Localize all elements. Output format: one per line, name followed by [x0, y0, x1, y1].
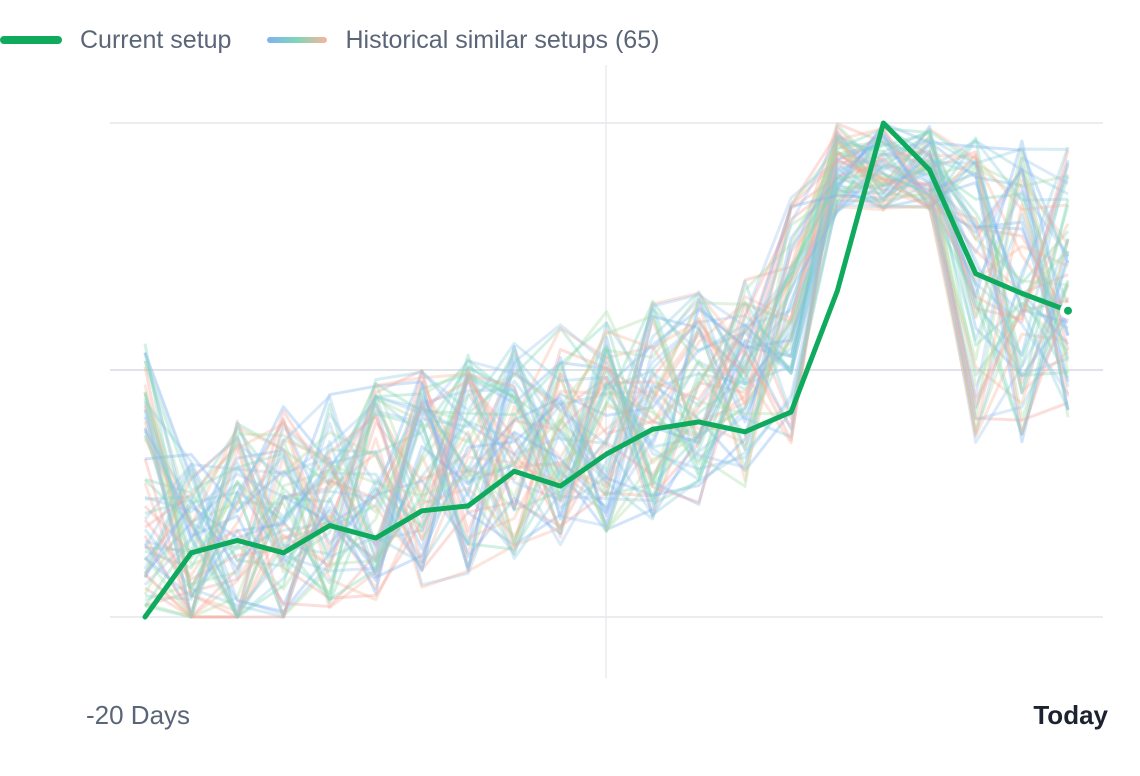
legend-swatch-current	[0, 36, 62, 44]
historical-series-line	[144, 129, 1070, 529]
historical-series-line	[143, 127, 1069, 604]
historical-series-line	[143, 135, 1070, 587]
historical-series-line	[143, 136, 1070, 619]
historical-series-line	[143, 135, 1070, 565]
historical-series-line	[143, 135, 1069, 619]
historical-series-line	[143, 139, 1070, 583]
historical-series-line	[143, 165, 1070, 559]
historical-series-line	[144, 140, 1070, 577]
historical-series-line	[143, 146, 1070, 547]
historical-series-line	[143, 127, 1070, 613]
historical-series-line	[143, 161, 1069, 600]
historical-series-line	[143, 162, 1070, 619]
historical-series-line	[143, 152, 1070, 616]
historical-series-line	[144, 157, 1070, 619]
current-series-line	[142, 120, 1071, 620]
historical-series-line	[143, 202, 1070, 612]
historical-series-line	[143, 181, 1070, 613]
historical-series-line	[143, 131, 1069, 581]
historical-series-line	[144, 164, 1070, 599]
historical-series-line	[143, 121, 1070, 613]
historical-series-line	[144, 157, 1069, 619]
historical-series-line	[143, 122, 1070, 619]
historical-series-line	[143, 140, 1069, 619]
current-endpoint-dot	[1064, 306, 1072, 315]
historical-series-line	[144, 129, 1070, 619]
historical-series-line	[143, 163, 1070, 619]
historical-series-line	[144, 159, 1070, 572]
historical-series-line	[143, 161, 1070, 619]
chart-legend: Current setup Historical similar setups …	[0, 22, 695, 58]
historical-series-line	[143, 138, 1070, 573]
historical-series-line	[144, 134, 1070, 561]
historical-series-line	[143, 124, 1070, 573]
historical-series-line	[143, 126, 1069, 561]
historical-series-line	[143, 136, 1069, 619]
historical-series-line	[143, 152, 1070, 619]
historical-series-line	[143, 167, 1070, 619]
historical-series-line	[143, 141, 1070, 607]
historical-series-line	[143, 126, 1070, 589]
grid-lines	[110, 65, 1103, 678]
historical-series-line	[143, 193, 1070, 619]
historical-series-line	[144, 137, 1070, 595]
historical-series-line	[143, 135, 1069, 619]
legend-swatch-historical	[267, 37, 328, 43]
historical-series-line	[143, 147, 1070, 591]
x-axis-label-start: -20 Days	[86, 700, 191, 730]
legend-label-historical: Historical similar setups (65)	[345, 25, 660, 54]
historical-series-line	[143, 130, 1069, 580]
historical-series-line	[143, 131, 1070, 619]
historical-series-line	[143, 135, 1070, 619]
historical-series-line	[143, 164, 1070, 597]
historical-series-line	[144, 133, 1069, 563]
historical-series-line	[144, 139, 1069, 601]
historical-series-line	[143, 129, 1070, 619]
historical-series-line	[144, 149, 1070, 619]
historical-series-line	[143, 142, 1070, 546]
legend-item-historical[interactable]: Historical similar setups (65)	[267, 26, 659, 55]
historical-series-line	[143, 139, 1069, 551]
legend-item-current[interactable]: Current setup	[0, 26, 231, 55]
legend-label-current: Current setup	[80, 25, 232, 54]
historical-series-line	[144, 167, 1070, 619]
current-series-group	[142, 120, 1076, 620]
x-axis-label-end: Today	[1033, 700, 1108, 730]
historical-series-line	[143, 140, 1070, 589]
historical-series-line	[143, 149, 1069, 619]
historical-series-line	[144, 140, 1070, 602]
historical-series-line	[143, 139, 1069, 592]
